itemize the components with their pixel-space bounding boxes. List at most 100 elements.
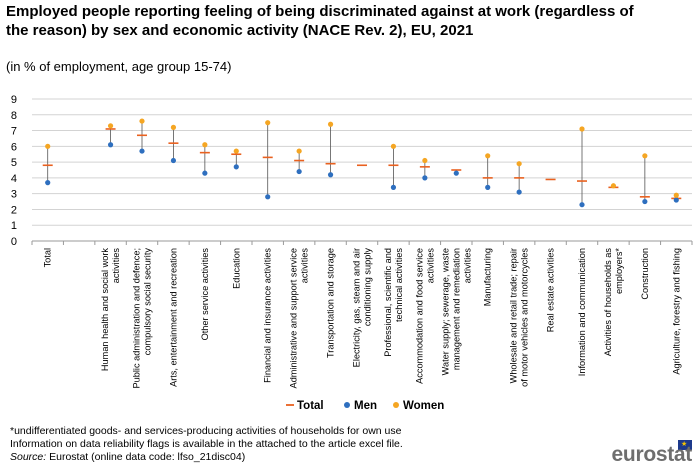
- x-tick-label: Accommodation and food service: [414, 248, 424, 384]
- x-tick-label: Public administration and defence;: [132, 248, 142, 388]
- y-tick-label: 6: [11, 141, 17, 153]
- x-tick-label: Information and communication: [577, 248, 587, 376]
- x-tick-label: Construction: [640, 248, 650, 300]
- women-point: [516, 161, 522, 167]
- x-tick-label: Manufacturing: [483, 248, 493, 306]
- legend-women-swatch: [393, 402, 399, 408]
- x-tick-label-group: Professional, scientific and technical ac…: [383, 248, 404, 357]
- source-line: Source: Eurostat (online data code: lfso…: [10, 451, 245, 463]
- x-tick-label-group: Public administration and defence; compul…: [132, 248, 153, 389]
- legend-label: Women: [403, 400, 444, 412]
- x-tick-label-group: Administrative and support service activi…: [289, 248, 310, 389]
- x-tick-label-group: Human health and social work activities: [100, 248, 121, 371]
- men-point: [642, 198, 648, 205]
- y-tick-label: 7: [11, 126, 17, 138]
- x-tick-label-group: Manufacturing: [483, 248, 493, 306]
- men-point: [296, 168, 302, 175]
- x-tick-label: management and remediation: [451, 248, 461, 370]
- x-tick-label-group: Education: [231, 248, 241, 289]
- x-tick-label-group: Information and communication: [577, 248, 587, 376]
- women-point: [327, 121, 334, 127]
- x-tick-label: activities: [300, 248, 310, 284]
- y-tick-label: 2: [11, 204, 17, 216]
- x-tick-label-group: Activities of households as employers*: [603, 248, 624, 357]
- x-tick-label-group: Other service activities: [200, 248, 210, 341]
- women-point: [422, 157, 428, 164]
- x-tick-label: Real estate activities: [546, 248, 556, 333]
- men-point: [516, 189, 522, 195]
- x-tick-label: Agriculture, forestry and fishing: [671, 248, 681, 375]
- x-tick-label: technical activities: [394, 248, 404, 322]
- x-tick-label: Financial and insurance activities: [263, 248, 273, 383]
- men-point: [485, 184, 491, 190]
- women-point: [642, 153, 648, 159]
- men-point: [579, 202, 585, 208]
- women-point: [233, 148, 239, 154]
- x-tick-label-group: Total: [43, 248, 53, 267]
- eu-flag-icon: [678, 440, 692, 450]
- x-tick-label-group: Agriculture, forestry and fishing: [671, 248, 681, 375]
- x-tick-label: compulsory social security: [143, 248, 153, 356]
- x-tick-label: Other service activities: [200, 248, 210, 341]
- x-tick-label: Arts, entertainment and recreation: [168, 248, 178, 387]
- women-point: [296, 148, 302, 154]
- y-tick-label: 8: [11, 110, 17, 122]
- legend-men-swatch: [344, 402, 350, 408]
- chart-title: Employed people reporting feeling of bei…: [6, 3, 634, 39]
- y-tick-label: 1: [11, 220, 17, 232]
- women-point: [107, 123, 114, 129]
- x-tick-label-group: Accommodation and food service activities: [414, 248, 435, 384]
- x-tick-label: Education: [231, 248, 241, 289]
- x-tick-label: Transportation and storage: [326, 248, 336, 358]
- x-tick-label: activities: [462, 248, 472, 284]
- women-point: [202, 142, 208, 148]
- chart-subtitle: (in % of employment, age group 15-74): [6, 59, 232, 74]
- y-tick-label: 0: [11, 236, 17, 248]
- women-point: [170, 124, 177, 130]
- x-tick-label: employers*: [614, 248, 624, 294]
- men-point: [202, 170, 208, 176]
- legend-label: Men: [354, 400, 377, 412]
- x-tick-label-group: Financial and insurance activities: [263, 248, 273, 383]
- women-point: [265, 120, 271, 126]
- women-point: [673, 192, 679, 198]
- x-tick-label-group: Wholesale and retail trade; repair of mot…: [509, 248, 530, 387]
- men-point: [673, 197, 679, 203]
- x-tick-label: activities: [111, 248, 121, 284]
- women-point: [485, 153, 491, 159]
- women-point: [45, 143, 51, 149]
- men-point: [390, 184, 397, 190]
- x-tick-label: Professional, scientific and: [383, 248, 393, 357]
- source-text: Eurostat (online data code: lfso_21disc0…: [49, 451, 246, 463]
- x-tick-label: of motor vehicles and motorcycles: [520, 248, 530, 387]
- x-tick-label-group: Transportation and storage: [326, 248, 336, 358]
- source-label: Source:: [10, 451, 47, 463]
- x-tick-label-group: Real estate activities: [546, 248, 556, 333]
- x-tick-label: Administrative and support service: [289, 248, 299, 388]
- men-point: [453, 170, 459, 176]
- men-point: [107, 142, 114, 148]
- legend-label: Total: [297, 400, 324, 412]
- x-tick-label-group: Water supply; sewerage, waste management …: [440, 248, 472, 376]
- eurostat-logo: eurostat: [611, 443, 693, 466]
- women-point: [579, 126, 585, 132]
- men-point: [422, 175, 428, 181]
- footnote-households: *undifferentiated goods- and services-pr…: [10, 425, 402, 437]
- women-point: [390, 143, 397, 149]
- y-tick-label: 3: [11, 189, 17, 201]
- y-tick-label: 9: [11, 94, 17, 106]
- x-tick-label: activities: [425, 248, 435, 284]
- y-tick-label: 5: [11, 157, 17, 169]
- x-tick-label: Wholesale and retail trade; repair: [509, 248, 519, 383]
- men-point: [265, 194, 271, 200]
- men-point: [327, 172, 334, 178]
- women-point: [139, 118, 145, 124]
- x-tick-label: Electricity, gas, steam and air: [352, 248, 362, 367]
- x-tick-label: Water supply; sewerage, waste: [440, 248, 450, 375]
- men-point: [45, 180, 51, 186]
- men-point: [170, 157, 177, 164]
- y-tick-label: 4: [11, 173, 17, 185]
- men-point: [233, 164, 239, 170]
- x-tick-label-group: Construction: [640, 248, 650, 300]
